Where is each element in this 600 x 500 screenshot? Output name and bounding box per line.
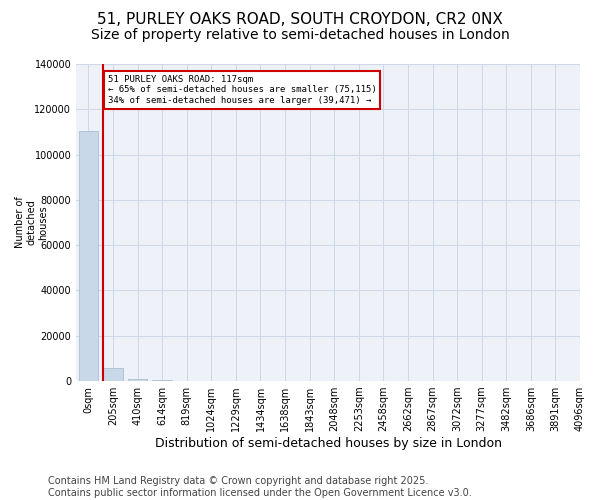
Bar: [128, 380, 148, 381]
Y-axis label: Number of
detached
houses: Number of detached houses: [15, 196, 48, 248]
Text: 51 PURLEY OAKS ROAD: 117sqm
← 65% of semi-detached houses are smaller (75,115)
3: 51 PURLEY OAKS ROAD: 117sqm ← 65% of sem…: [108, 75, 377, 105]
Text: Size of property relative to semi-detached houses in London: Size of property relative to semi-detach…: [91, 28, 509, 42]
Bar: [79, 131, 98, 381]
Text: 51, PURLEY OAKS ROAD, SOUTH CROYDON, CR2 0NX: 51, PURLEY OAKS ROAD, SOUTH CROYDON, CR2…: [97, 12, 503, 28]
X-axis label: Distribution of semi-detached houses by size in London: Distribution of semi-detached houses by …: [155, 437, 502, 450]
Bar: [152, 380, 172, 381]
Text: Contains HM Land Registry data © Crown copyright and database right 2025.
Contai: Contains HM Land Registry data © Crown c…: [48, 476, 472, 498]
Bar: [103, 368, 123, 381]
